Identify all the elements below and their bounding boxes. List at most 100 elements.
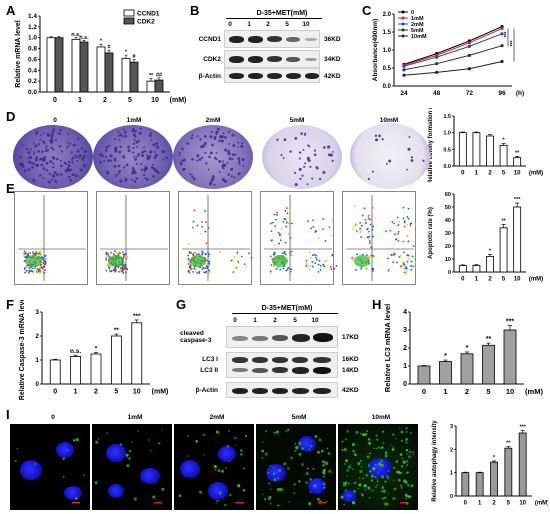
lc3-puncta: [406, 464, 409, 466]
blot-b-lane: 10: [302, 21, 310, 28]
event-dot: [195, 253, 198, 256]
data-point: [500, 32, 504, 36]
lc3-puncta: [95, 440, 99, 444]
event-dot: [25, 266, 28, 269]
lc3-puncta: [237, 484, 241, 488]
colony-dot: [118, 138, 121, 141]
event-dot: [289, 251, 291, 254]
y-tick-label: 0: [35, 381, 39, 388]
colony-dot: [141, 150, 145, 154]
event-dot: [324, 240, 327, 242]
event-dot: [232, 271, 235, 273]
colony-dot: [181, 168, 185, 171]
colony-dot: [219, 135, 223, 139]
colony-dot: [138, 131, 142, 135]
bar: [499, 227, 508, 273]
bar: [472, 132, 481, 167]
legend-label: 5mM: [411, 28, 424, 34]
lc3-puncta: [224, 504, 227, 507]
event-dot: [355, 268, 357, 271]
event-dot: [124, 264, 127, 267]
significance-marker: n.s.: [79, 35, 89, 41]
colony-dot: [125, 163, 129, 167]
lc3-puncta: [287, 467, 290, 470]
micro-label: 1mM: [127, 414, 143, 421]
lc3-puncta: [157, 441, 161, 445]
event-dot: [280, 227, 283, 230]
y-tick-label: 50: [445, 205, 451, 211]
colony-dot: [69, 165, 72, 168]
event-dot: [313, 253, 316, 256]
lc3-puncta: [261, 493, 264, 496]
lc3-puncta: [273, 478, 277, 482]
colony-dot: [109, 159, 113, 162]
lc3-puncta: [363, 484, 367, 488]
lc3-puncta: [323, 486, 326, 489]
colony-dot: [153, 156, 157, 160]
event-dot: [105, 251, 108, 254]
x-tick-label: 1: [443, 387, 447, 396]
colony-dot: [313, 149, 317, 152]
event-dot: [120, 266, 122, 269]
lc3-puncta: [322, 475, 326, 478]
lc3-puncta: [218, 491, 222, 495]
colony-dot: [45, 161, 49, 165]
colony-dot: [227, 149, 230, 153]
colony-dot: [114, 174, 118, 177]
lc3-puncta: [402, 460, 406, 464]
colony-dot: [227, 130, 231, 134]
lc3-puncta: [341, 440, 344, 443]
event-dot: [32, 267, 35, 269]
lc3-puncta: [327, 452, 331, 455]
colony-dot: [307, 158, 311, 163]
y-tick-label: 2.0: [383, 12, 392, 18]
colony-dot: [149, 132, 153, 135]
event-dot: [236, 251, 239, 254]
event-dot: [305, 259, 308, 262]
lc3-puncta: [381, 486, 384, 489]
lc3-puncta: [128, 457, 131, 460]
colony-dot: [66, 141, 69, 144]
colony-dot: [65, 147, 68, 149]
lc3-puncta: [400, 439, 403, 442]
colony-dot: [298, 151, 302, 154]
colony-dot: [35, 130, 39, 134]
lc3-puncta: [161, 429, 163, 431]
lc3-puncta: [217, 469, 221, 473]
colony-dot: [107, 159, 110, 163]
dish-label: 5mM: [289, 117, 305, 124]
event-dot: [403, 271, 406, 274]
bar: [110, 335, 122, 385]
event-dot: [107, 255, 110, 257]
lc3-puncta: [382, 441, 385, 444]
event-dot: [364, 218, 367, 221]
significance-marker: *: [444, 353, 447, 360]
colony-dot: [302, 149, 305, 151]
colony-dot: [203, 141, 207, 145]
event-dot: [407, 257, 410, 260]
lc3-puncta: [397, 471, 401, 474]
colony-dot: [135, 162, 139, 165]
lc3-puncta: [152, 495, 156, 499]
bar: [131, 322, 143, 385]
colony-dot: [161, 149, 165, 154]
event-dot: [276, 267, 278, 270]
colony-dot: [29, 148, 32, 151]
bar: [458, 265, 467, 273]
event-dot: [44, 258, 47, 261]
event-dot: [406, 260, 409, 263]
colony-dot: [70, 158, 74, 161]
event-dot: [284, 253, 287, 256]
colony-dot: [37, 143, 40, 146]
lc3-puncta: [365, 430, 369, 433]
lc3-puncta: [376, 438, 379, 441]
bar: [96, 46, 106, 93]
blot-b-kd: 34KD: [324, 56, 341, 63]
significance-marker: **: [506, 441, 511, 447]
event-dot: [119, 270, 122, 273]
event-dot: [196, 271, 199, 274]
event-dot: [37, 252, 40, 255]
colony-dot: [21, 162, 24, 165]
event-dot: [205, 221, 207, 223]
lc3-puncta: [406, 460, 409, 463]
